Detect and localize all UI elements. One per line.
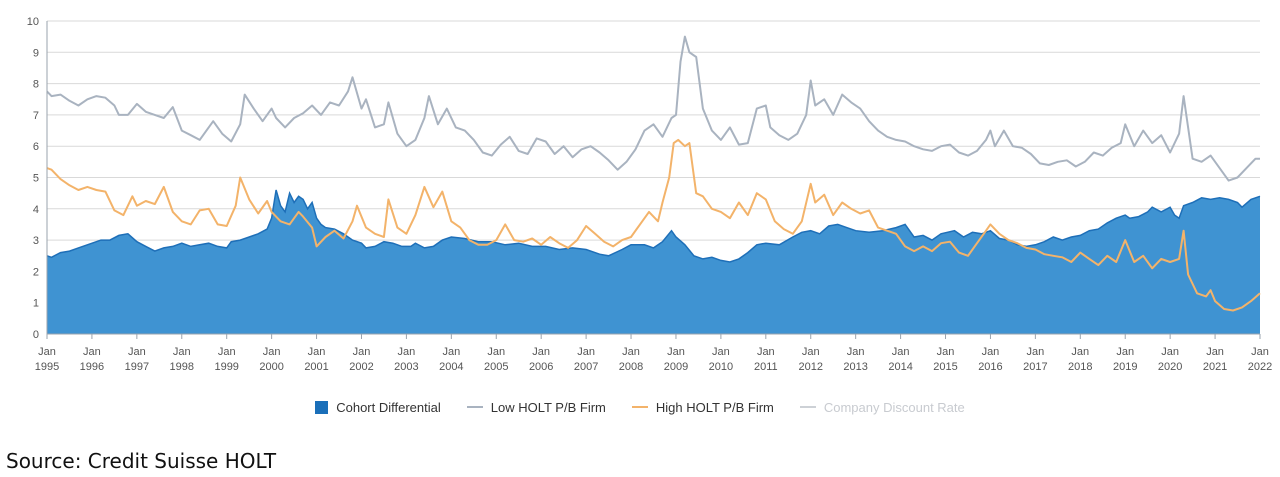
x-tick-year: 2018: [1068, 361, 1092, 373]
x-tick-month: Jan: [1116, 346, 1134, 358]
legend-item: High HOLT P/B Firm: [631, 399, 774, 415]
y-tick-label: 6: [33, 141, 39, 153]
x-tick-month: Jan: [622, 346, 640, 358]
area-line-chart: 0 1 2 3 4 5 6 7 8 9 10 Jan 1995 Jan 1996 Jan 1997 Jan 199…: [27, 16, 1272, 373]
x-tick-year: 2002: [349, 361, 373, 373]
x-tick-year: 2015: [933, 361, 957, 373]
x-tick-year: 2021: [1203, 361, 1227, 373]
x-tick-year: 2014: [888, 361, 912, 373]
cohort-differential-edge: [46, 189, 1261, 263]
x-tick-year: 2007: [574, 361, 598, 373]
x-tick-month: Jan: [847, 346, 865, 358]
x-tick-year: 2008: [619, 361, 643, 373]
cohort-differential-area: [46, 189, 1261, 334]
x-tick-month: Jan: [1071, 346, 1089, 358]
axes: [46, 21, 1260, 335]
legend-item: Company Discount Rate: [799, 399, 965, 415]
x-tick-month: Jan: [1206, 346, 1224, 358]
x-tick-month: Jan: [982, 346, 1000, 358]
cohort-differential-fill: [47, 190, 1260, 334]
x-tick-month: Jan: [1251, 346, 1269, 358]
y-tick-label: 7: [33, 110, 39, 122]
y-tick-label: 1: [33, 298, 39, 310]
x-tick-month: Jan: [667, 346, 685, 358]
x-tick-year: 2012: [798, 361, 822, 373]
x-tick-month: Jan: [487, 346, 505, 358]
legend-label: Low HOLT P/B Firm: [490, 399, 606, 415]
x-tick-year: 2004: [439, 361, 463, 373]
x-tick-year: 2017: [1023, 361, 1047, 373]
x-tick-year: 2006: [529, 361, 553, 373]
x-tick-month: Jan: [263, 346, 281, 358]
x-tick-year: 1997: [125, 361, 149, 373]
x-tick-month: Jan: [218, 346, 236, 358]
x-tick-month: Jan: [1161, 346, 1179, 358]
y-tick-label: 9: [33, 47, 39, 59]
low-holt-pb-firm-line: [46, 35, 1260, 182]
series-lines: [46, 35, 1261, 312]
x-tick-month: Jan: [712, 346, 730, 358]
x-tick-year: 2005: [484, 361, 508, 373]
x-tick-month: Jan: [353, 346, 371, 358]
x-tick-year: 1996: [80, 361, 104, 373]
legend-label: High HOLT P/B Firm: [655, 399, 774, 415]
y-tick-label: 3: [33, 235, 39, 247]
x-tick-year: 2011: [754, 361, 778, 373]
y-tick-label: 0: [33, 329, 39, 341]
x-tick-month: Jan: [128, 346, 146, 358]
x-tick-year: 2020: [1158, 361, 1182, 373]
x-tick-month: Jan: [1026, 346, 1044, 358]
y-tick-label: 10: [27, 16, 39, 28]
x-tick-month: Jan: [577, 346, 595, 358]
x-tick-year: 2013: [843, 361, 867, 373]
legend-swatch: [315, 400, 329, 414]
x-tick-year: 2001: [304, 361, 328, 373]
x-tick-month: Jan: [757, 346, 775, 358]
x-tick-month: Jan: [442, 346, 460, 358]
x-tick-month: Jan: [802, 346, 820, 358]
legend-swatch: [466, 406, 483, 408]
legend-item: Cohort Differential: [315, 400, 441, 415]
y-tick-label: 4: [33, 204, 39, 216]
x-tick-year: 2003: [394, 361, 418, 373]
x-tick-month: Jan: [892, 346, 910, 358]
x-tick-year: 1998: [170, 361, 194, 373]
x-tick-month: Jan: [308, 346, 326, 358]
x-tick-year: 2010: [709, 361, 733, 373]
legend-item: Low HOLT P/B Firm: [466, 399, 606, 415]
x-tick-year: 1999: [214, 361, 238, 373]
y-tick-label: 5: [33, 173, 39, 185]
chart-legend: Cohort Differential Low HOLT P/B Firm High…: [0, 397, 1280, 417]
legend-swatch: [631, 406, 648, 408]
x-tick-year: 2016: [978, 361, 1002, 373]
x-tick-month: Jan: [398, 346, 416, 358]
x-tick-year: 2000: [259, 361, 283, 373]
x-tick-year: 2019: [1113, 361, 1137, 373]
x-tick-year: 1995: [35, 361, 59, 373]
legend-label: Cohort Differential: [336, 399, 441, 415]
x-tick-month: Jan: [532, 346, 550, 358]
legend-label: Company Discount Rate: [823, 399, 965, 415]
x-tick-month: Jan: [38, 346, 56, 358]
y-tick-label: 2: [33, 266, 39, 278]
source-note: Source: Credit Suisse HOLT: [6, 449, 277, 473]
y-axis-ticks: 0 1 2 3 4 5 6 7 8 9 10: [27, 16, 39, 341]
x-tick-year: 2022: [1248, 361, 1272, 373]
y-tick-label: 8: [33, 79, 39, 91]
x-tick-month: Jan: [83, 346, 101, 358]
x-tick-month: Jan: [937, 346, 955, 358]
x-axis-ticks: Jan 1995 Jan 1996 Jan 1997 Jan 1998 Jan 1999 Jan 20…: [35, 334, 1272, 373]
x-tick-year: 2009: [664, 361, 688, 373]
high-holt-pb-firm-line: [46, 138, 1261, 312]
x-tick-month: Jan: [173, 346, 191, 358]
legend-swatch: [799, 406, 816, 408]
